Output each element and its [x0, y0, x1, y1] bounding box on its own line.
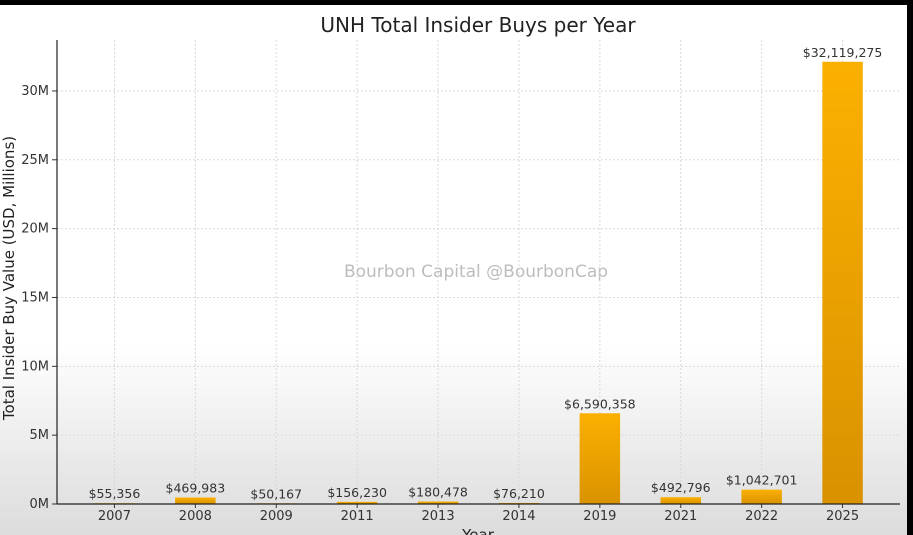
bar: [822, 61, 863, 505]
bar-value-label: $76,210: [493, 486, 545, 501]
bars: [94, 61, 863, 505]
y-tick-labels: 0M 5M 10M 15M 20M 25M 30M: [21, 84, 49, 512]
bar-value-label: $55,356: [89, 486, 141, 501]
x-tick-label: 2022: [745, 509, 778, 524]
bar: [417, 501, 459, 504]
axes: [52, 40, 900, 508]
bar-chart: UNH Total Insider Buys per Year Bourbon …: [0, 13, 900, 535]
x-axis-title: Year: [461, 526, 495, 535]
x-tick-label: 2007: [98, 509, 131, 524]
y-tick-label: 25M: [21, 153, 49, 168]
bar-value-label: $469,983: [166, 481, 226, 496]
bar-value-label: $492,796: [651, 480, 711, 495]
bar-value-label: $1,042,701: [726, 473, 798, 488]
chart-canvas: UNH Total Insider Buys per Year Bourbon …: [0, 5, 907, 535]
x-tick-label: 2014: [502, 509, 535, 524]
bar: [660, 497, 701, 504]
y-axis-title: Total Insider Buy Value (USD, Millions): [0, 136, 18, 421]
bar-value-label: $6,590,358: [564, 396, 636, 411]
y-tick-label: 30M: [21, 84, 49, 99]
bar: [741, 489, 782, 504]
y-tick-label: 10M: [21, 359, 49, 374]
y-tick-label: 5M: [30, 428, 50, 443]
bar: [175, 497, 216, 504]
y-tick-label: 20M: [21, 222, 49, 237]
y-tick-label: 0M: [30, 497, 50, 512]
bar-value-label: $50,167: [250, 486, 302, 501]
x-tick-label: 2021: [664, 509, 697, 524]
x-tick-label: 2008: [179, 509, 212, 524]
x-tick-label: 2009: [260, 509, 293, 524]
bar: [579, 413, 621, 504]
bar-value-label: $180,478: [408, 485, 468, 500]
bar-value-label: $32,119,275: [803, 45, 883, 60]
watermark: Bourbon Capital @BourbonCap: [344, 262, 608, 282]
x-tick-label: 2025: [826, 509, 859, 524]
chart-title: UNH Total Insider Buys per Year: [320, 13, 636, 37]
x-tick-labels: 2007 2008 2009 2011 2013 2014 2019 2021 2022 2025: [98, 509, 859, 524]
data-labels: $55,356 $469,983 $50,167 $156,230 $180,478 $7…: [89, 45, 883, 502]
x-tick-label: 2013: [422, 509, 455, 524]
bar-value-label: $156,230: [327, 485, 387, 500]
x-tick-label: 2019: [583, 509, 616, 524]
bar: [336, 501, 378, 504]
x-tick-label: 2011: [341, 509, 374, 524]
y-tick-label: 15M: [21, 290, 49, 305]
